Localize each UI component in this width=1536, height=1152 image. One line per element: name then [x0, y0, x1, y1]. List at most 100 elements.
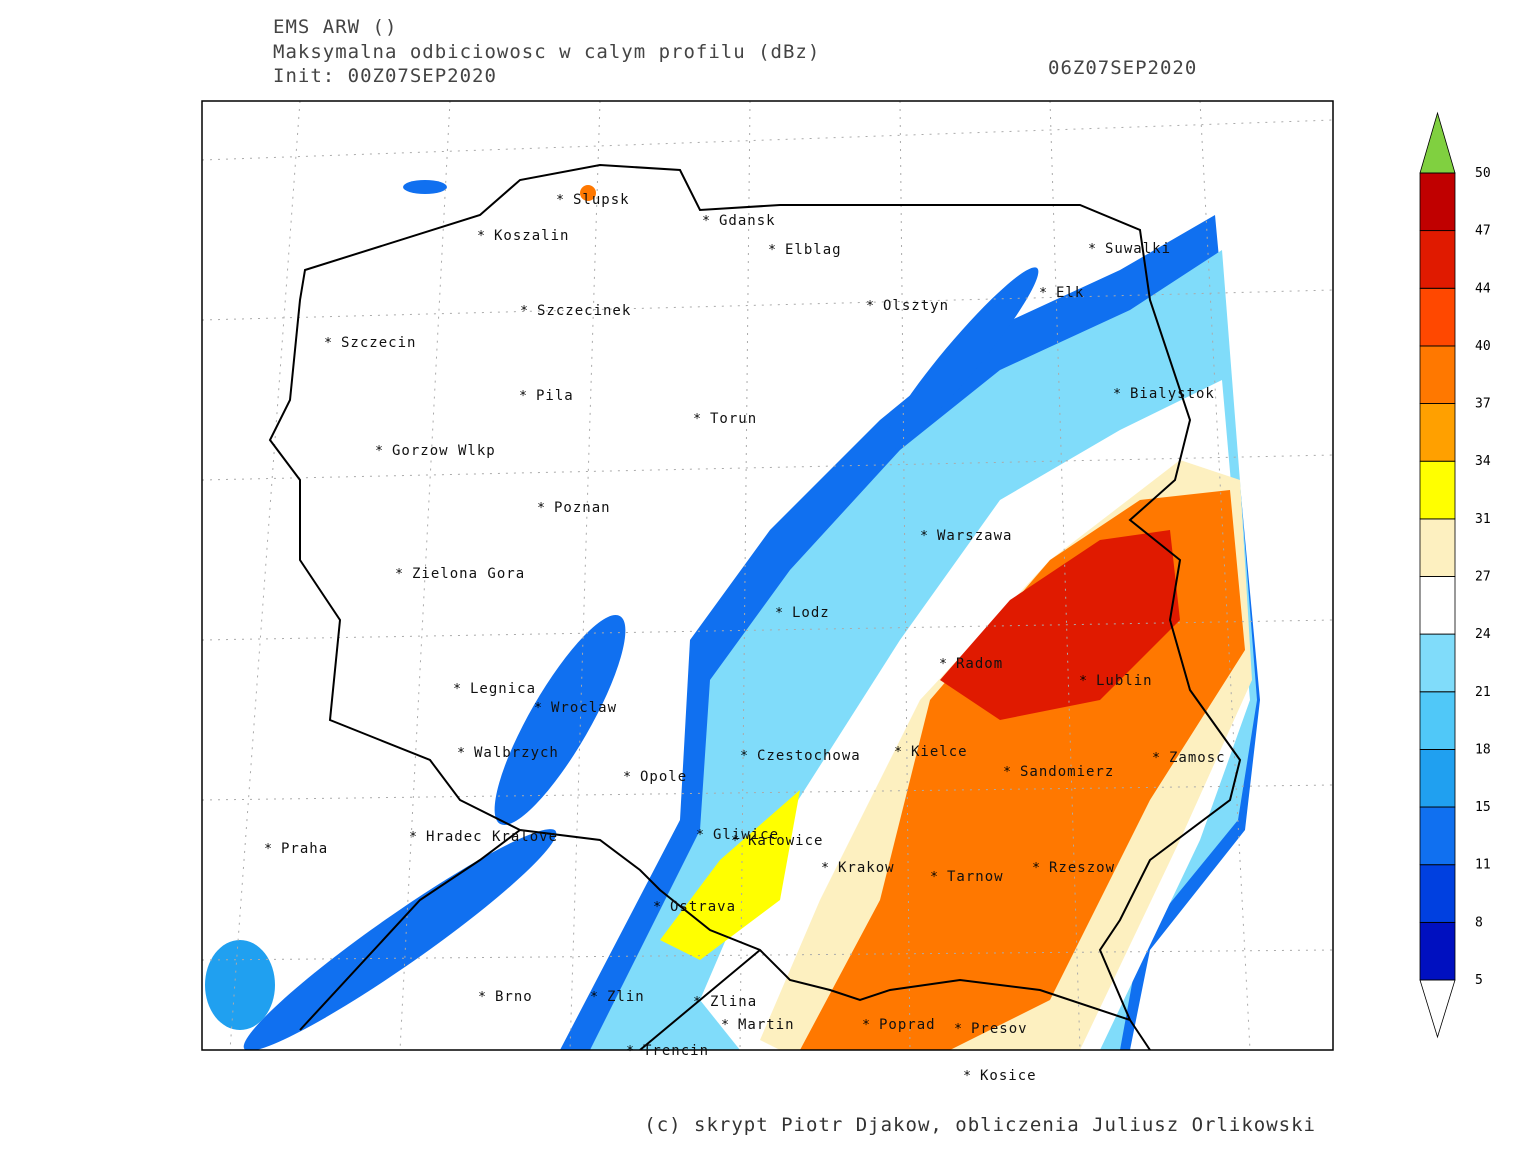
city-label: Lublin — [1096, 673, 1153, 689]
city-label: Olsztyn — [883, 298, 949, 314]
city-marker: * — [626, 1044, 634, 1059]
echo-red — [940, 530, 1180, 720]
colorbar-band — [1419, 633, 1456, 693]
city-label: Gliwice — [713, 827, 779, 843]
colorbar-band — [1419, 172, 1456, 232]
city-label: Szczecin — [341, 335, 416, 351]
city-marker: * — [939, 657, 947, 672]
city-label: Elblag — [785, 242, 842, 258]
city-label: Kosice — [980, 1068, 1037, 1084]
echo-spot — [403, 180, 447, 194]
colorbar: 5 8 11 15 18 21 24 27 31 34 37 40 44 47 50 — [1419, 111, 1491, 1039]
city-marker: * — [623, 770, 631, 785]
colorbar-band — [1419, 864, 1456, 923]
city-label: Legnica — [470, 681, 536, 697]
city-marker: * — [1003, 765, 1011, 780]
city-marker: * — [653, 900, 661, 915]
title: EMS ARW () — [273, 16, 397, 38]
city-label: Elk — [1056, 285, 1084, 301]
radar-field — [205, 180, 1260, 1050]
border — [268, 163, 1242, 1050]
city-marker: * — [264, 842, 272, 857]
city-marker: * — [1079, 674, 1087, 689]
city-label: Gorzow Wlkp — [392, 443, 496, 459]
colorbar-band — [1419, 576, 1456, 635]
city-marker: * — [731, 834, 739, 849]
city-marker: * — [537, 501, 545, 516]
city-marker: * — [478, 990, 486, 1005]
city-label: Opole — [640, 769, 687, 785]
city-marker: * — [693, 995, 701, 1010]
city-marker: * — [930, 870, 938, 885]
city-marker: * — [324, 336, 332, 351]
colorbar-band — [1419, 921, 1456, 981]
colorbar-label: 24 — [1475, 627, 1491, 642]
city-marker: * — [375, 444, 383, 459]
city-label: Katowice — [748, 833, 823, 849]
city-label: Sandomierz — [1020, 764, 1114, 780]
city-label: Gdansk — [719, 213, 776, 229]
city-marker: * — [477, 229, 485, 244]
colorbar-band — [1419, 518, 1456, 577]
city-marker: * — [1113, 387, 1121, 402]
city-label: Wroclaw — [551, 700, 617, 716]
echo-band — [243, 829, 557, 1050]
city-marker: * — [954, 1022, 962, 1037]
city-label: Tarnow — [947, 869, 1004, 885]
city-label: Zlin — [607, 989, 645, 1005]
city-label: Szczecinek — [537, 303, 631, 319]
city-marker: * — [862, 1018, 870, 1033]
city-label: Martin — [738, 1017, 795, 1033]
colorbar-above — [1419, 111, 1456, 174]
valid-time: 06Z07SEP2020 — [1048, 57, 1197, 79]
city-marker: * — [519, 389, 527, 404]
city-label: Czestochowa — [757, 748, 861, 764]
colorbar-band — [1419, 345, 1456, 404]
city-label: Zielona Gora — [412, 566, 525, 582]
city-marker: * — [866, 299, 874, 314]
colorbar-label: 50 — [1475, 166, 1491, 181]
city-label: Koszalin — [494, 228, 569, 244]
city-label: Ostrava — [670, 899, 736, 915]
colorbar-band — [1419, 749, 1456, 808]
city-label: Zamosc — [1169, 750, 1226, 766]
city-marker: * — [1039, 286, 1047, 301]
colorbar-label: 31 — [1475, 512, 1491, 527]
echo-band — [881, 267, 1039, 453]
city-label: Trencin — [643, 1043, 709, 1059]
city-labels: * Slupsk * Gdansk * Koszalin * Elblag * Suwalki * E… — [264, 192, 1226, 1084]
city-marker: * — [775, 606, 783, 621]
colorbar-label: 5 — [1475, 973, 1483, 988]
colorbar-band — [1419, 403, 1456, 462]
city-marker: * — [457, 746, 465, 761]
colorbar-label: 11 — [1475, 858, 1491, 873]
map: * Slupsk * Gdansk * Koszalin * Elblag * Suwalki * E… — [201, 100, 1334, 1084]
city-label: Hradec Kralove — [426, 829, 558, 845]
colorbar-label: 18 — [1475, 742, 1491, 757]
colorbar-band — [1419, 691, 1456, 750]
colorbar-label: 47 — [1475, 224, 1491, 239]
city-label: Praha — [281, 841, 328, 857]
echo-band — [205, 940, 275, 1030]
colorbar-label: 34 — [1475, 454, 1491, 469]
city-label: Presov — [971, 1021, 1028, 1037]
colorbar-band — [1419, 287, 1456, 347]
colorbar-below — [1419, 979, 1456, 1039]
city-marker: * — [1032, 861, 1040, 876]
city-marker: * — [702, 214, 710, 229]
city-label: Walbrzych — [474, 745, 559, 761]
colorbar-label: 8 — [1475, 915, 1483, 930]
subtitle: Maksymalna odbiciowosc w calym profilu (… — [273, 41, 820, 63]
colorbar-label: 27 — [1475, 570, 1491, 585]
colorbar-band — [1419, 460, 1456, 520]
city-marker: * — [721, 1018, 729, 1033]
city-marker: * — [1088, 242, 1096, 257]
city-marker: * — [590, 990, 598, 1005]
city-label: Radom — [956, 656, 1003, 672]
city-marker: * — [520, 304, 528, 319]
city-label: Warszawa — [937, 528, 1012, 544]
credits: (c) skrypt Piotr Djakow, obliczenia Juli… — [644, 1114, 1316, 1136]
city-marker: * — [696, 828, 704, 843]
colorbar-label: 21 — [1475, 685, 1491, 700]
